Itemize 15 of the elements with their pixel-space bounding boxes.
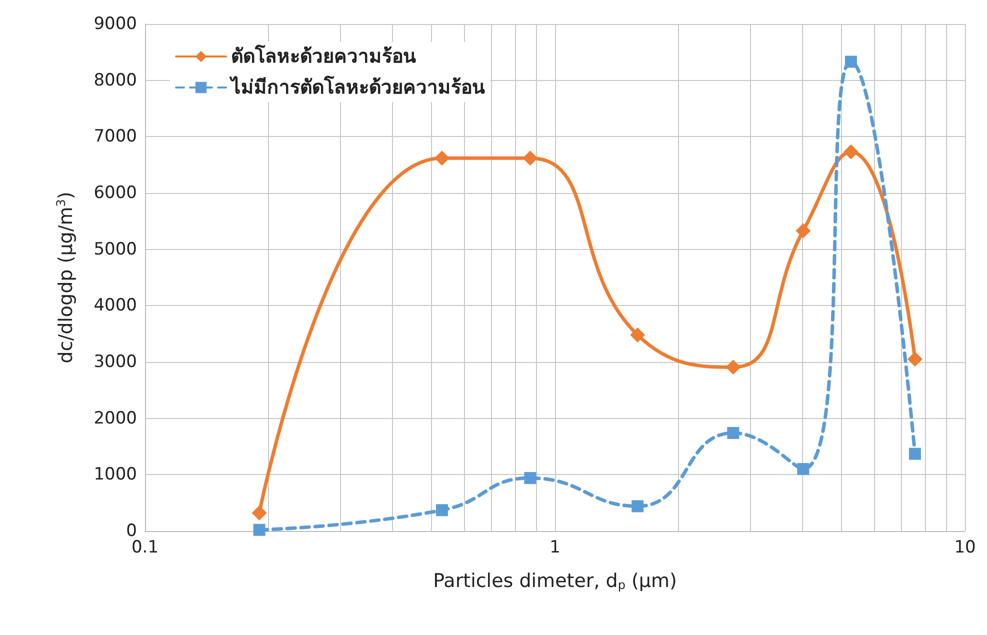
y-tick-label: 8000: [94, 70, 137, 90]
y-tick-label: 2000: [94, 408, 137, 428]
y-tick-label: 1000: [94, 464, 137, 485]
x-axis-title: Particles dimeter, dp (µm): [433, 570, 677, 592]
y-tick-label: 3000: [94, 352, 137, 372]
y-tick-label: 7000: [94, 126, 137, 147]
legend-label: ไม่มีการตัดโลหะด้วยความร้อน: [229, 76, 485, 98]
y-tick-label: 6000: [94, 183, 137, 203]
y-tick-label: 5000: [94, 239, 137, 260]
y-tick-label: 4000: [94, 296, 137, 316]
x-tick-label: 1: [550, 538, 560, 558]
legend-label: ตัดโลหะด้วยความร้อน: [231, 44, 416, 68]
y-tick-label: 9000: [94, 14, 137, 34]
x-tick-label: 10: [954, 538, 976, 558]
y-axis-title: dc/dlogdp (µg/m3): [54, 192, 77, 364]
